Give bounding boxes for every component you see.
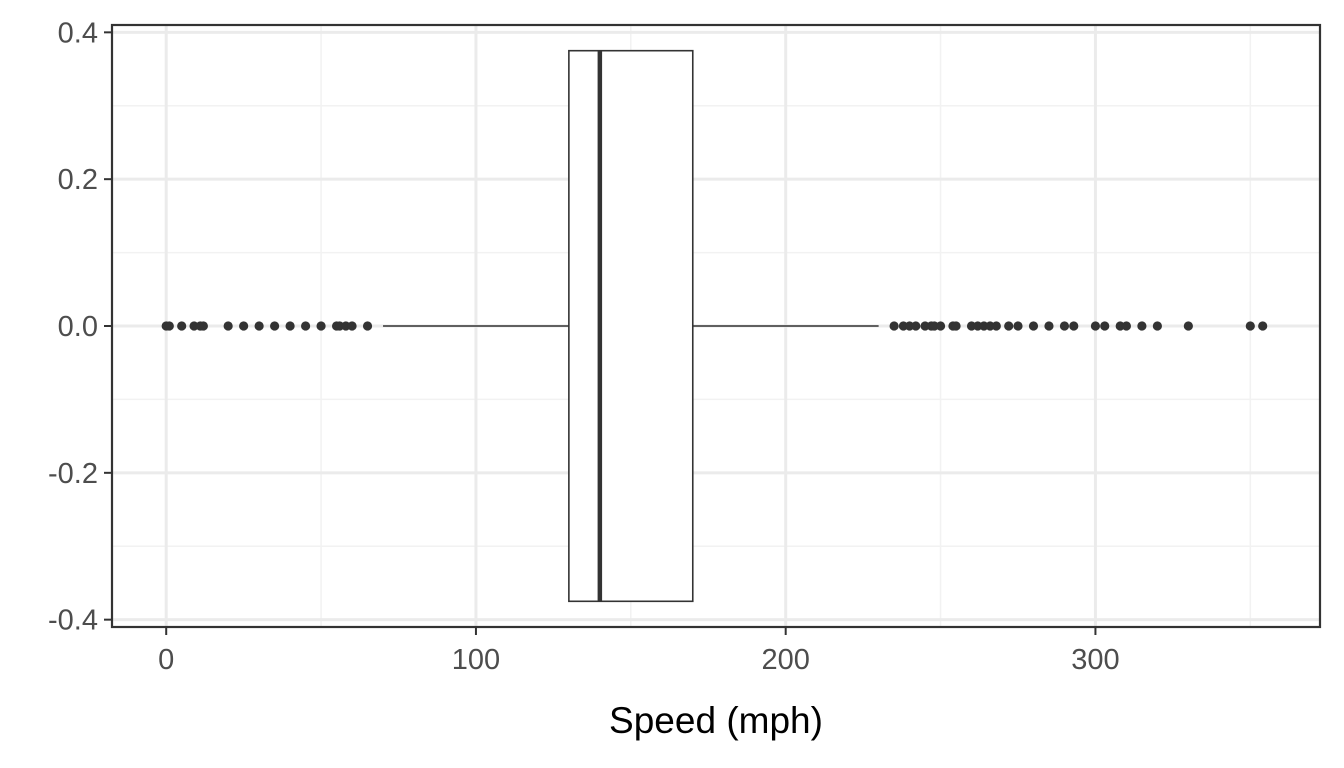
y-tick-label: 0.0 [58, 311, 98, 343]
outlier-point [1137, 321, 1147, 331]
outlier-point [951, 321, 961, 331]
outlier-point [1183, 321, 1193, 331]
outlier-point [889, 321, 899, 331]
boxplot [383, 49, 879, 603]
outlier-point [935, 321, 946, 331]
outlier-point [1013, 321, 1023, 331]
y-tick-label: 0.2 [58, 164, 98, 196]
outlier-point [1028, 321, 1039, 331]
outlier-points [161, 321, 1268, 331]
outlier-point [285, 321, 295, 331]
x-tick-label: 300 [1071, 644, 1119, 676]
outlier-point [270, 321, 280, 331]
y-axis: -0.4 -0.2 0.0 0.2 0.4 [48, 17, 112, 637]
outlier-point [911, 321, 921, 331]
outlier-point [362, 321, 373, 331]
outlier-point [239, 321, 249, 331]
outlier-point [1100, 321, 1110, 331]
outlier-point [300, 321, 311, 331]
box-iqr [568, 49, 694, 603]
x-axis-title: Speed (mph) [609, 700, 823, 741]
outlier-point [198, 321, 208, 331]
outlier-point [164, 321, 174, 331]
outlier-point [1069, 321, 1079, 331]
outlier-point [1044, 321, 1054, 331]
outlier-point [1059, 321, 1070, 331]
x-tick-label: 200 [761, 644, 809, 676]
outlier-point [347, 321, 357, 331]
x-axis: 0 100 200 300 [158, 627, 1120, 676]
y-tick-label: -0.4 [48, 605, 98, 637]
outlier-point [223, 321, 233, 331]
x-tick-label: 0 [158, 644, 174, 676]
y-tick-label: -0.2 [48, 458, 98, 490]
outlier-point [177, 321, 187, 331]
outlier-point [254, 321, 264, 331]
x-tick-label: 100 [452, 644, 500, 676]
outlier-point [991, 321, 1001, 331]
outlier-point [1090, 321, 1101, 331]
outlier-point [1245, 321, 1255, 331]
outlier-point [1121, 321, 1132, 331]
outlier-point [316, 321, 326, 331]
y-tick-label: 0.4 [58, 17, 98, 49]
outlier-point [1152, 321, 1162, 331]
outlier-point [1258, 321, 1268, 331]
outlier-point [1004, 321, 1014, 331]
